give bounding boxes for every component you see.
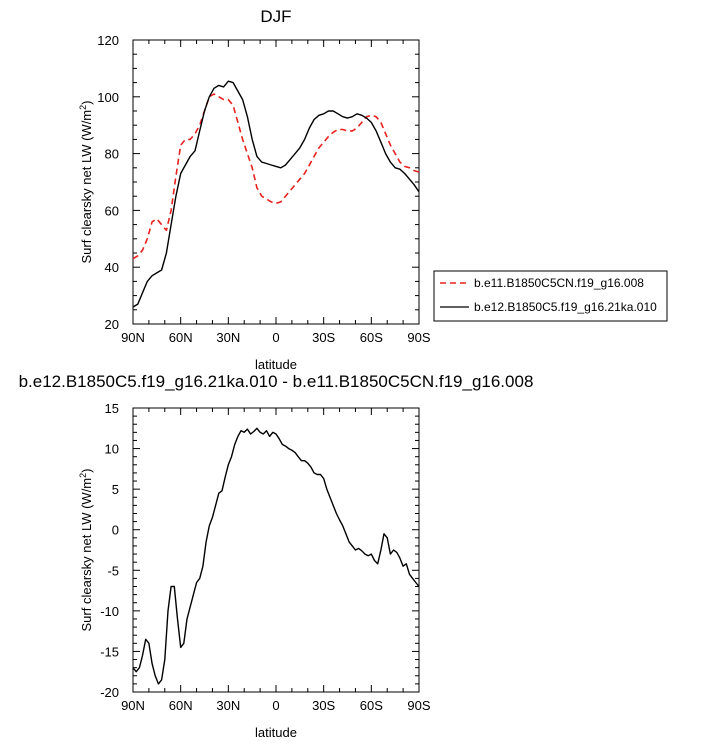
- x-tick-label: 90N: [121, 698, 145, 713]
- x-tick-label: 90S: [407, 698, 430, 713]
- top-lines: [132, 80, 420, 308]
- x-tick-label: 90S: [407, 330, 430, 345]
- x-tick-label: 90N: [121, 330, 145, 345]
- legend-label-series-2: b.e12.B1850C5.f19_g16.21ka.010: [474, 300, 657, 314]
- y-tick-label: 5: [112, 482, 119, 497]
- x-tick-label: 60S: [360, 330, 383, 345]
- top-ticks: 90N 60N 30N 0 30S 60S 90S 20 40 60 80 100 120: [97, 33, 431, 345]
- y-tick-label: -10: [100, 604, 119, 619]
- y-tick-label: 120: [97, 33, 119, 48]
- bottom-ticks: 90N 60N 30N 0 30S 60S 90S -20 -15 -10 -5 0 5 10 15: [100, 401, 431, 713]
- top-x-axis-label: latitude: [255, 357, 297, 372]
- y-tick-label: 40: [105, 260, 119, 275]
- y-tick-label: -20: [100, 685, 119, 700]
- x-tick-label: 30S: [312, 330, 335, 345]
- x-tick-label: 0: [272, 698, 279, 713]
- x-tick-label: 30N: [216, 698, 240, 713]
- x-tick-label: 60S: [360, 698, 383, 713]
- x-tick-label: 30N: [216, 330, 240, 345]
- x-tick-label: 60N: [169, 330, 193, 345]
- top-y-axis-label: Surf clearsky net LW (W/m2): [78, 101, 94, 264]
- series-line-2: [132, 80, 420, 308]
- y-tick-label: 20: [105, 317, 119, 332]
- bottom-chart-title: b.e12.B1850C5.f19_g16.21ka.010 - b.e11.B…: [19, 372, 534, 391]
- x-tick-label: 30S: [312, 698, 335, 713]
- y-tick-label: 10: [105, 442, 119, 457]
- bottom-x-axis-label: latitude: [255, 725, 297, 740]
- bottom-plot-frame: [132, 407, 420, 693]
- series-line-1: [132, 93, 420, 260]
- bottom-y-axis-label: Surf clearsky net LW (W/m2): [78, 469, 94, 632]
- legend: b.e11.B1850C5CN.f19_g16.008 b.e12.B1850C…: [433, 270, 668, 322]
- y-tick-label: -5: [107, 563, 119, 578]
- y-tick-label: 15: [105, 401, 119, 416]
- legend-label-series-1: b.e11.B1850C5CN.f19_g16.008: [474, 276, 644, 290]
- legend-box: [433, 270, 668, 322]
- bottom-lines: [132, 427, 420, 685]
- y-tick-label: -15: [100, 644, 119, 659]
- y-tick-label: 80: [105, 147, 119, 162]
- top-chart-title: DJF: [260, 7, 291, 26]
- x-tick-label: 60N: [169, 698, 193, 713]
- y-tick-label: 100: [97, 90, 119, 105]
- series-line-1: [132, 427, 420, 685]
- x-tick-label: 0: [272, 330, 279, 345]
- y-tick-label: 60: [105, 203, 119, 218]
- y-tick-label: 0: [112, 523, 119, 538]
